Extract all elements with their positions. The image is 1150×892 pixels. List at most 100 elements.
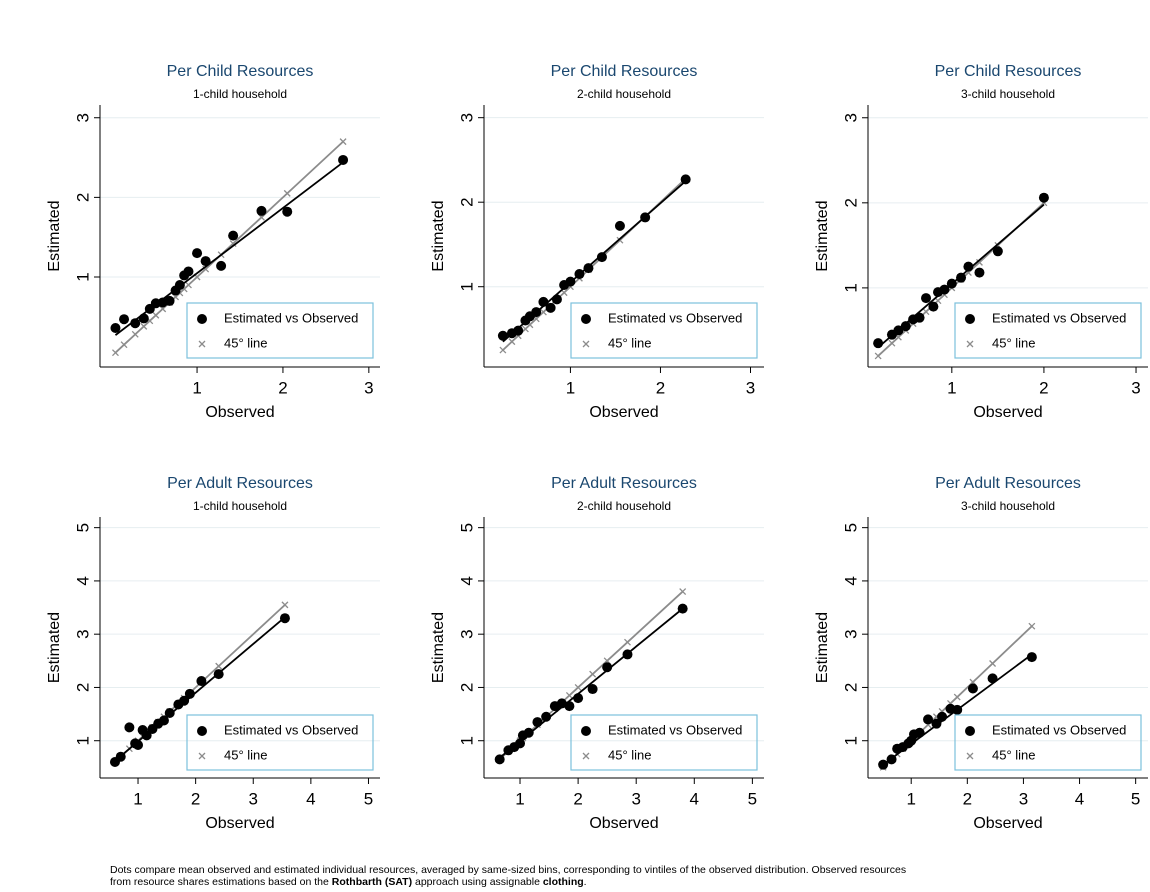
x-tick-label: 1 [133,789,142,808]
dot [956,272,967,283]
legend-marker [965,726,975,736]
y-tick-label: 1 [841,736,860,745]
dot [946,278,957,289]
dot [640,212,651,223]
x-tick-label: 3 [1131,378,1140,397]
y-tick-label: 4 [73,576,92,585]
legend-marker [197,726,207,736]
legend-marker [965,314,975,324]
legend-marker [582,752,590,760]
chart-title: Per Child Resources [551,63,698,80]
dot [124,722,135,733]
dot [963,261,974,272]
dot [928,301,939,312]
chart-subtitle: 1-child household [193,87,287,101]
y-tick-label: 2 [841,683,860,692]
cross-marker [229,240,237,248]
y-tick-label: 3 [73,113,92,122]
dot [914,727,925,738]
legend-marker [197,314,207,324]
legend-marker [581,726,591,736]
x-tick-label: 3 [249,789,258,808]
dot [574,269,585,280]
dot [923,714,934,725]
chart-title: Per Adult Resources [167,475,313,492]
x-axis-label: Observed [205,404,274,421]
dot [992,246,1003,257]
cross-marker [922,308,930,316]
y-tick-label: 4 [457,576,476,585]
dot [1026,652,1037,663]
legend-box [570,302,758,359]
cross-marker [953,693,961,701]
dot [937,711,948,722]
dot [573,693,584,704]
cross-marker [989,660,997,667]
dot [282,206,293,217]
dot [556,698,567,709]
x-tick-label: 1 [947,378,956,397]
legend-marker [198,340,206,348]
dot [565,276,576,287]
cross-marker [283,189,291,197]
y-tick-label: 2 [841,198,860,207]
cross-marker [185,281,192,289]
dot [538,296,549,307]
dot [141,730,152,741]
dot [931,718,942,729]
footnote-text: . [583,876,587,888]
dot [115,751,126,762]
x-tick-label: 1 [566,378,575,397]
dot [523,727,534,738]
dot [531,307,542,318]
dot [564,701,575,712]
chart-grid: Per Child Resources 1-child household 1 2 3 1… [46,63,1148,832]
legend-label: Estimated vs Observed [608,310,742,325]
x-tick-label: 2 [1039,378,1048,397]
legend-marker [581,314,591,324]
y-tick-label: 1 [73,736,92,745]
x-tick-label: 1 [192,378,201,397]
x-tick-label: 4 [306,789,315,808]
footnote-line: Dots compare mean observed and estimated… [110,864,906,876]
dot [256,205,267,216]
chart-title: Per Child Resources [935,63,1082,80]
x-tick-label: 3 [364,378,373,397]
footnote-text: clothing [542,876,584,888]
cross-marker [565,691,573,699]
dot [138,313,149,324]
dot [541,711,552,722]
y-axis-label: Estimated [814,612,831,683]
x-tick-label: 2 [191,789,200,808]
cross-marker [539,308,547,316]
y-axis-label: Estimated [430,200,447,271]
cross-marker [140,322,148,330]
y-tick-label: 1 [457,282,476,291]
legend-marker [582,340,590,348]
dot [967,683,978,694]
x-tick-label: 2 [656,378,665,397]
legend-label: Estimated vs Observed [224,722,358,737]
x-tick-label: 3 [746,378,755,397]
x-tick-label: 3 [1019,789,1028,808]
legend-marker [966,752,974,760]
y-axis-label: Estimated [46,612,63,683]
y-tick-label: 3 [841,113,860,122]
dot [900,321,911,332]
dot [596,252,607,263]
cross-marker [975,258,983,266]
chart-title: Per Adult Resources [935,475,1081,492]
cross-marker [874,352,882,360]
fit-line [114,616,286,762]
y-tick-label: 2 [73,193,92,202]
x-tick-label: 2 [278,378,287,397]
dot [513,325,524,336]
y-tick-label: 2 [457,197,476,206]
cross-marker [499,346,507,354]
legend-label: Estimated vs Observed [992,722,1126,737]
footnote-text: from resource shares estimations based o… [110,876,332,888]
y-tick-label: 3 [457,113,476,122]
dot [952,704,963,715]
y-tick-label: 2 [73,683,92,692]
cross-marker [281,601,289,609]
